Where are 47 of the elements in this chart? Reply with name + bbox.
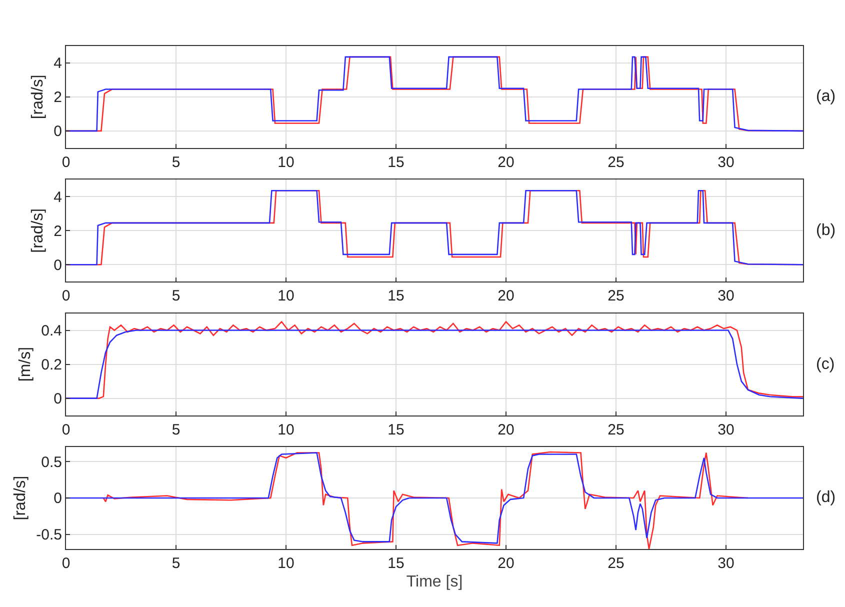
y-axis-title: [rad/s] (30, 208, 47, 253)
x-tick-label: 5 (172, 555, 180, 572)
line-series (66, 190, 803, 266)
x-tick-label: 15 (388, 154, 404, 171)
y-axis-title: [m/s] (17, 346, 34, 382)
x-tick-label: 25 (608, 288, 624, 305)
x-tick-label: 10 (278, 421, 294, 438)
y-tick-label: 4 (54, 55, 62, 72)
x-tick-label: 30 (718, 555, 734, 572)
x-tick-label: 30 (718, 421, 734, 438)
text: (c) (816, 356, 835, 373)
y-tick-label: -0.5 (36, 526, 62, 544)
text: (b) (816, 222, 836, 239)
x-tick-label: 25 (608, 154, 624, 171)
text: (d) (816, 489, 836, 506)
y-tick-label: 0.2 (41, 356, 62, 374)
x-tick-label: 5 (172, 421, 180, 438)
x-tick-label: 10 (278, 288, 294, 305)
x-tick-label: 20 (498, 154, 514, 171)
x-tick-label: 5 (172, 288, 180, 305)
y-tick-label: 0 (54, 123, 62, 140)
y-tick-label: 0.4 (41, 322, 62, 340)
x-tick-label: 30 (718, 154, 734, 171)
y-tick-label: 2 (54, 222, 62, 240)
x-tick-label: 5 (172, 154, 180, 171)
y-tick-label: 2 (54, 89, 62, 106)
x-tick-label: 15 (388, 555, 404, 572)
x-tick-label: 10 (278, 154, 294, 171)
y-axis-title: [rad/s] (30, 74, 47, 120)
x-tick-label: 25 (608, 555, 624, 572)
text: (a) (816, 88, 836, 105)
x-tick-label: 10 (278, 555, 294, 572)
y-tick-label: 0 (54, 490, 62, 508)
x-axis-title: Time [s] (406, 574, 463, 591)
y-axis-title: [rad/s] (12, 476, 30, 520)
x-tick-label: 20 (498, 288, 514, 305)
line-series (102, 451, 749, 549)
y-tick-label: 0.5 (41, 454, 62, 471)
x-tick-label: 15 (388, 421, 404, 438)
x-tick-label: 25 (608, 421, 624, 438)
y-tick-label: 0 (54, 390, 62, 408)
x-tick-label: 30 (718, 288, 734, 305)
x-tick-label: 15 (388, 288, 404, 305)
y-tick-label: 4 (54, 188, 62, 206)
x-tick-label: 20 (498, 421, 514, 438)
x-tick-label: 20 (498, 555, 514, 572)
y-tick-label: 0 (54, 256, 62, 274)
